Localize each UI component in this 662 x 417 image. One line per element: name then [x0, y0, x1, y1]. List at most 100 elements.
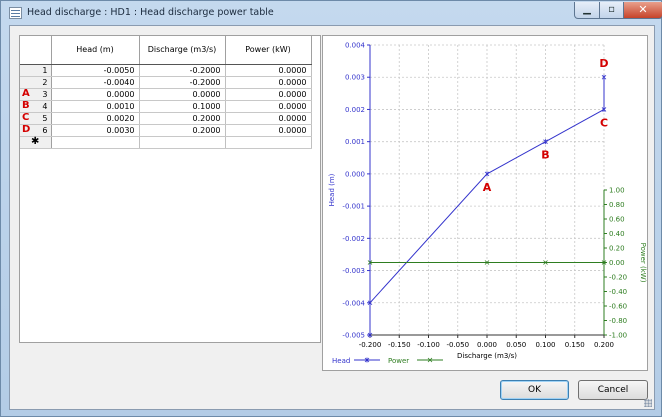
y2-tick-label: -0.20	[609, 274, 627, 282]
dialog-client-area: Head (m) Discharge (m3/s) Power (kW) 1 -0…	[9, 25, 655, 410]
y-tick-label: -0.003	[342, 267, 365, 275]
power-data-point	[543, 260, 548, 265]
head-discharge-chart: 0.004 0.003 0.002 0.001 0.000 -0.001 -0.002 -0.…	[322, 35, 648, 371]
legend-power-label: Power	[388, 357, 409, 365]
corner-cell[interactable]	[20, 36, 52, 65]
cell-discharge[interactable]: -0.2000	[139, 76, 226, 89]
cell-discharge[interactable]: 0.2000	[139, 112, 226, 125]
cell-head[interactable]: -0.0050	[51, 64, 140, 77]
power-data-point	[601, 260, 607, 265]
head-data-point	[601, 74, 607, 80]
cell-head[interactable]: 0.0010	[51, 100, 140, 113]
chart-annotation: A	[483, 181, 492, 194]
head-discharge-table[interactable]: Head (m) Discharge (m3/s) Power (kW) 1 -0…	[19, 35, 321, 343]
y-tick-label: -0.001	[342, 203, 365, 211]
column-header-head[interactable]: Head (m)	[51, 36, 140, 65]
y2-tick-label: -0.80	[609, 317, 627, 325]
table-row[interactable]: 1 -0.0050 -0.2000 0.0000	[20, 64, 312, 77]
row-number: 3	[42, 89, 48, 99]
new-row-cell[interactable]	[51, 136, 140, 149]
chart-annotation: D	[599, 57, 608, 70]
table-row[interactable]: D 6 0.0030 0.2000 0.0000	[20, 124, 312, 137]
y-tick-label: 0.000	[345, 170, 365, 178]
y-tick-label: 0.003	[345, 74, 365, 82]
cell-head[interactable]: 0.0030	[51, 124, 140, 137]
row-number: 6	[42, 125, 48, 135]
table-row[interactable]: A 3 0.0000 0.0000 0.0000	[20, 87, 312, 101]
head-data-point	[543, 139, 548, 145]
cell-power[interactable]: 0.0000	[225, 88, 312, 101]
head-data-point	[484, 171, 490, 177]
cell-power[interactable]: 0.0000	[225, 112, 312, 125]
row-marker: C	[22, 111, 30, 123]
y2-tick-label: 0.80	[609, 201, 625, 209]
row-number: 1	[42, 65, 48, 75]
head-data-point	[367, 332, 373, 338]
row-marker: A	[22, 87, 30, 99]
cell-power[interactable]: 0.0000	[225, 100, 312, 113]
close-button[interactable]: ✕	[623, 2, 662, 19]
head-data-point	[601, 106, 607, 112]
x-tick-label: 0.100	[535, 341, 555, 349]
cell-head[interactable]: 0.0000	[51, 88, 140, 101]
power-data-point	[484, 260, 490, 265]
x-axis-title: Discharge (m3/s)	[457, 352, 517, 360]
new-row-header[interactable]: ✱	[20, 136, 52, 149]
cell-head[interactable]: 0.0020	[51, 112, 140, 125]
minimize-button[interactable]: ▁	[574, 2, 600, 19]
maximize-button[interactable]: ▫	[599, 2, 624, 19]
row-number: 4	[42, 101, 48, 111]
y2-tick-label: 0.60	[609, 216, 625, 224]
window-title: Head discharge : HD1 : Head discharge po…	[27, 7, 274, 18]
x-tick-label: 0.200	[594, 341, 614, 349]
data-grid[interactable]: Head (m) Discharge (m3/s) Power (kW) 1 -0…	[20, 36, 312, 149]
y2-tick-label: 1.00	[609, 187, 625, 195]
new-row-cell[interactable]	[139, 136, 226, 149]
new-row[interactable]: ✱	[20, 136, 312, 149]
cell-discharge[interactable]: 0.1000	[139, 100, 226, 113]
chart-svg: 0.004 0.003 0.002 0.001 0.000 -0.001 -0.002 -0.…	[328, 42, 647, 366]
y-tick-label: -0.002	[342, 235, 365, 243]
y2-axis-title: Power (kW)	[639, 243, 647, 283]
ok-button[interactable]: OK	[500, 380, 569, 400]
x-tick-label: 0.000	[477, 341, 497, 349]
chart-annotation: B	[541, 149, 549, 162]
y-tick-label: -0.004	[342, 299, 365, 307]
table-row[interactable]: B 4 0.0010 0.1000 0.0000	[20, 100, 312, 113]
new-row-cell[interactable]	[225, 136, 312, 149]
cell-head[interactable]: -0.0040	[51, 76, 140, 89]
y-axis-title: Head (m)	[328, 173, 336, 206]
cancel-button[interactable]: Cancel	[578, 380, 648, 400]
row-number: 2	[42, 77, 48, 87]
y2-tick-label: -0.60	[609, 303, 627, 311]
cell-power[interactable]: 0.0000	[225, 76, 312, 89]
cell-discharge[interactable]: 0.2000	[139, 124, 226, 137]
head-series-line	[369, 77, 605, 335]
cell-discharge[interactable]: 0.0000	[139, 88, 226, 101]
table-row[interactable]: C 5 0.0020 0.2000 0.0000	[20, 111, 312, 125]
column-header-power[interactable]: Power (kW)	[225, 36, 312, 65]
cell-power[interactable]: 0.0000	[225, 64, 312, 77]
title-bar[interactable]: Head discharge : HD1 : Head discharge po…	[1, 1, 662, 25]
y2-tick-label: -0.40	[609, 288, 627, 296]
resize-grip[interactable]	[644, 399, 652, 407]
legend-power-marker	[427, 357, 433, 363]
x-tick-label: -0.150	[388, 341, 411, 349]
row-header[interactable]: 1	[20, 64, 52, 77]
column-header-discharge[interactable]: Discharge (m3/s)	[139, 36, 226, 65]
row-header[interactable]: 2	[20, 76, 52, 89]
table-row[interactable]: 2 -0.0040 -0.2000 0.0000	[20, 76, 312, 89]
header-row: Head (m) Discharge (m3/s) Power (kW)	[20, 36, 312, 65]
chart-annotation: C	[600, 116, 608, 129]
cell-discharge[interactable]: -0.2000	[139, 64, 226, 77]
legend-head-label: Head	[332, 357, 350, 365]
x-tick-label: -0.100	[417, 341, 440, 349]
y2-tick-label: 0.40	[609, 230, 625, 238]
cell-power[interactable]: 0.0000	[225, 124, 312, 137]
y2-tick-label: 0.20	[609, 245, 625, 253]
